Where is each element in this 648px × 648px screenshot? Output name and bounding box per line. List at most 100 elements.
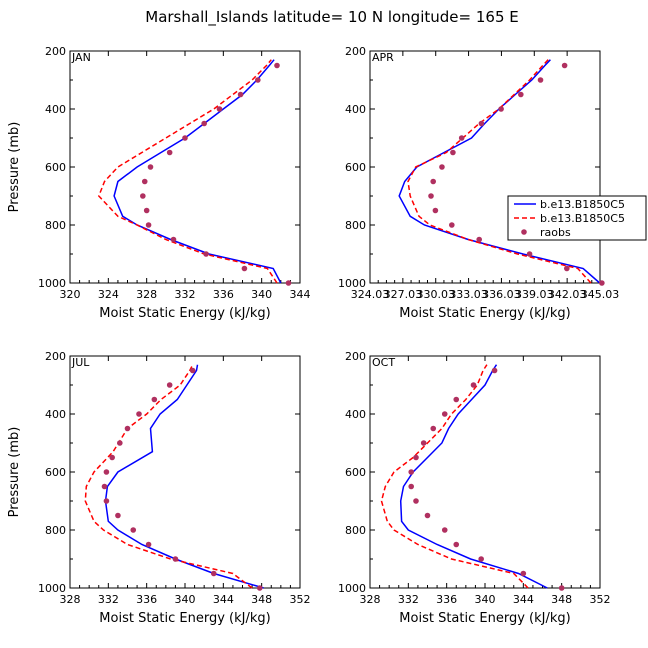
y-tick-label: 600 bbox=[45, 466, 66, 479]
raobs-point bbox=[189, 367, 196, 374]
raobs-point bbox=[166, 149, 173, 156]
y-tick-label: 200 bbox=[345, 350, 366, 363]
y-axis-label: Pressure (mb) bbox=[7, 122, 22, 213]
raobs-point bbox=[476, 236, 482, 243]
legend-label: b.e13.B1850C5 bbox=[540, 212, 625, 225]
raobs-point bbox=[145, 541, 152, 548]
raobs-point bbox=[103, 469, 110, 475]
raobs-point bbox=[458, 135, 465, 141]
raobs-point bbox=[255, 77, 261, 83]
raobs-point bbox=[413, 454, 419, 461]
x-tick-label: 328 bbox=[60, 593, 81, 606]
panel-jan: JAN 320 324 328 332 336 340 344 200 400 600 800 1000… bbox=[7, 45, 311, 321]
x-tick-label: 333.03 bbox=[449, 288, 488, 301]
raobs-point bbox=[441, 527, 448, 533]
raobs-point bbox=[124, 425, 131, 432]
raobs-point bbox=[130, 527, 137, 533]
x-tick-label: 339.03 bbox=[515, 288, 554, 301]
plot-frame bbox=[69, 50, 301, 284]
raobs-point bbox=[430, 178, 436, 185]
y-tick-label: 800 bbox=[45, 524, 66, 537]
raobs-point bbox=[182, 135, 188, 141]
x-axis-label: Moist Static Energy (kJ/kg) bbox=[99, 611, 270, 626]
raobs-point bbox=[450, 149, 456, 156]
legend-label: b.e13.B1850C5 bbox=[540, 198, 625, 211]
x-tick-label: 336 bbox=[213, 288, 234, 301]
raobs-point bbox=[210, 570, 217, 577]
dashed-series-line bbox=[380, 364, 529, 589]
y-tick-label: 200 bbox=[45, 350, 66, 363]
raobs-point bbox=[413, 498, 419, 504]
x-tick-label: 330.03 bbox=[416, 288, 455, 301]
solid-series-line bbox=[104, 364, 264, 589]
raobs-point bbox=[439, 164, 445, 170]
raobs-point bbox=[216, 106, 223, 112]
panel-title: JUL bbox=[71, 356, 90, 369]
raobs-point bbox=[599, 280, 605, 286]
panels: JAN 320 324 328 332 336 340 344 200 400 600 800 1000… bbox=[7, 45, 619, 626]
raobs-point bbox=[256, 585, 263, 591]
y-tick-label: 200 bbox=[45, 45, 66, 58]
raobs-point bbox=[109, 454, 115, 461]
raobs-point bbox=[166, 382, 173, 388]
y-tick-label: 600 bbox=[45, 161, 66, 174]
raobs-point bbox=[432, 207, 439, 214]
x-tick-label: 327.03 bbox=[384, 288, 423, 301]
x-tick-label: 344 bbox=[513, 593, 534, 606]
raobs-point bbox=[470, 382, 477, 388]
x-tick-label: 345.03 bbox=[581, 288, 620, 301]
raobs-point bbox=[441, 411, 448, 417]
raobs-point bbox=[526, 251, 533, 257]
y-tick-label: 400 bbox=[345, 408, 366, 421]
x-tick-label: 344 bbox=[213, 593, 234, 606]
y-tick-label: 1000 bbox=[338, 277, 366, 290]
raobs-point bbox=[241, 265, 248, 272]
y-tick-label: 400 bbox=[45, 103, 66, 116]
raobs-point bbox=[558, 585, 565, 591]
x-tick-label: 342.03 bbox=[548, 288, 587, 301]
x-tick-label: 328 bbox=[360, 593, 381, 606]
raobs-point bbox=[518, 91, 524, 98]
x-tick-label: 328 bbox=[136, 288, 157, 301]
raobs-point bbox=[498, 106, 504, 112]
raobs-point bbox=[172, 556, 179, 562]
raobs-point bbox=[561, 62, 568, 69]
panel-title: JAN bbox=[71, 51, 91, 64]
x-tick-label: 324.03 bbox=[351, 288, 390, 301]
y-tick-label: 600 bbox=[345, 161, 366, 174]
raobs-point bbox=[145, 222, 152, 228]
raobs-point bbox=[478, 556, 484, 562]
y-tick-label: 800 bbox=[345, 524, 366, 537]
raobs-point bbox=[520, 570, 527, 577]
dashed-series-line bbox=[97, 59, 278, 284]
x-axis-label: Moist Static Energy (kJ/kg) bbox=[399, 611, 570, 626]
x-tick-label: 352 bbox=[590, 593, 611, 606]
dashed-series-line bbox=[84, 364, 253, 589]
raobs-point bbox=[151, 396, 158, 403]
panel-title: OCT bbox=[372, 356, 395, 369]
x-tick-label: 336 bbox=[436, 593, 457, 606]
x-tick-label: 344 bbox=[290, 288, 311, 301]
raobs-point bbox=[430, 425, 437, 432]
raobs-point bbox=[478, 120, 485, 127]
raobs-point bbox=[237, 91, 244, 98]
x-tick-label: 340 bbox=[251, 288, 272, 301]
solid-series-line bbox=[113, 59, 282, 284]
x-tick-label: 348 bbox=[251, 593, 272, 606]
x-tick-label: 348 bbox=[551, 593, 572, 606]
x-tick-label: 340 bbox=[475, 593, 496, 606]
raobs-point bbox=[453, 396, 460, 403]
raobs-point bbox=[424, 512, 431, 519]
panel-jul: JUL 328 332 336 340 344 348 352 200 400 600 800 1000… bbox=[7, 350, 311, 626]
y-tick-label: 1000 bbox=[38, 582, 66, 595]
panel-title: APR bbox=[372, 51, 394, 64]
figure-title: Marshall_Islands latitude= 10 N longitud… bbox=[145, 8, 518, 27]
x-tick-label: 336 bbox=[136, 593, 157, 606]
panel-apr: APR324.03327.03330.03333.03336.03339.033… bbox=[338, 45, 619, 321]
raobs-point bbox=[537, 77, 544, 83]
raobs-point bbox=[143, 207, 150, 214]
raobs-point bbox=[103, 498, 110, 504]
raobs-point bbox=[136, 411, 142, 417]
